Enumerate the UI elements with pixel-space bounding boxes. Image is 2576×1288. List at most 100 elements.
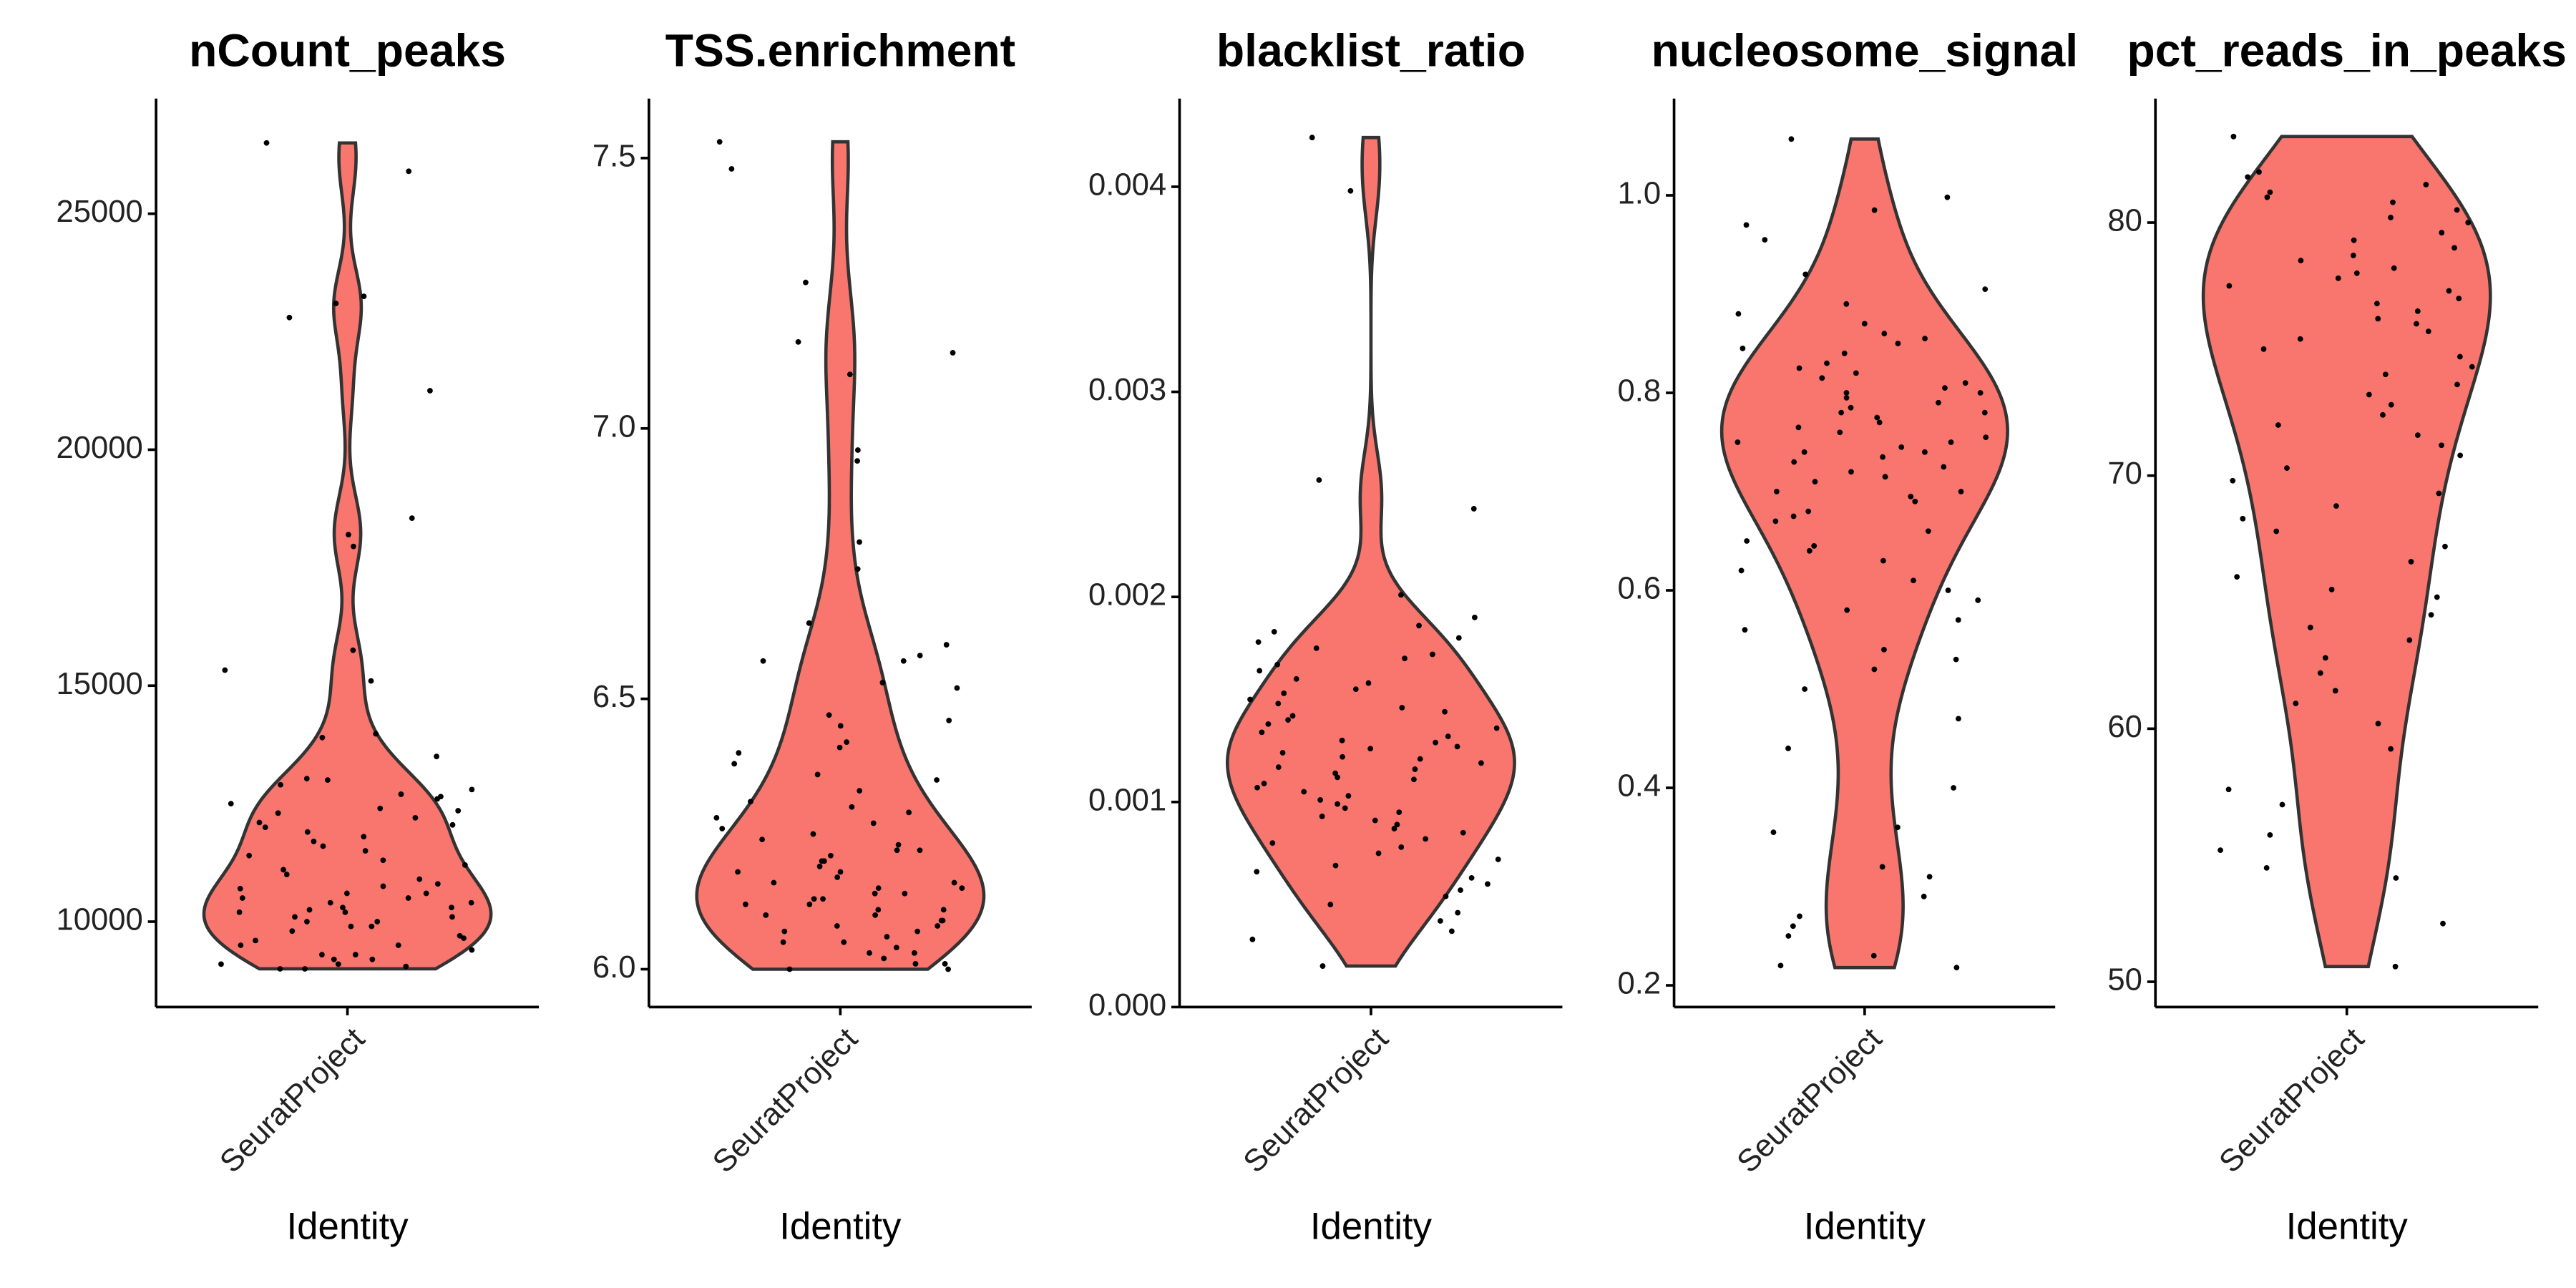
data-point [1316, 477, 1322, 483]
data-point [346, 532, 351, 538]
data-point [369, 956, 376, 962]
data-point [427, 388, 433, 394]
data-point [289, 928, 296, 935]
data-point [2332, 688, 2338, 694]
data-point [1880, 557, 1886, 564]
data-point [1958, 489, 1964, 494]
data-point [1327, 902, 1334, 907]
data-point [731, 761, 738, 767]
data-point [836, 744, 843, 751]
data-point [1795, 424, 1802, 431]
data-point [1438, 918, 1443, 924]
data-point [2260, 346, 2267, 352]
data-point [1279, 750, 1286, 756]
data-point [1788, 136, 1795, 142]
data-point [2428, 612, 2434, 618]
data-point [1876, 419, 1883, 426]
data-point [262, 824, 268, 831]
data-point [1853, 370, 1859, 376]
data-point [2226, 283, 2233, 289]
data-point [2240, 515, 2246, 522]
data-point [1762, 237, 1768, 243]
data-point [2388, 401, 2394, 408]
x-tick-label: SeuratProject [706, 1022, 864, 1180]
y-tick-label: 15000 [56, 667, 142, 701]
data-point [2328, 586, 2335, 592]
data-point [912, 950, 917, 956]
data-point [218, 961, 224, 967]
data-point [1785, 933, 1792, 939]
data-point [1981, 409, 1988, 416]
data-point [1921, 449, 1928, 455]
data-point [849, 804, 855, 810]
data-point [1848, 469, 1854, 475]
data-point [1493, 725, 1500, 731]
data-point [2275, 422, 2281, 428]
data-point [943, 642, 950, 648]
data-point [1848, 404, 1854, 411]
data-point [2457, 452, 2464, 459]
data-point [834, 874, 841, 880]
data-point [893, 945, 899, 951]
data-point [912, 961, 919, 967]
data-point [283, 872, 290, 877]
data-point [1772, 518, 1779, 525]
data-point [1880, 454, 1885, 460]
data-point [1802, 686, 1807, 692]
data-point [1274, 661, 1281, 668]
y-tick-label: 20000 [56, 431, 142, 465]
data-point [449, 904, 454, 911]
y-tick-label: 6.0 [592, 950, 636, 985]
data-point [1942, 385, 1948, 391]
data-point [1293, 675, 1299, 682]
data-point [1738, 567, 1745, 574]
data-point [1249, 936, 1256, 942]
data-point [1412, 766, 1418, 772]
data-point [2390, 199, 2396, 205]
data-point [854, 447, 861, 453]
data-point [1423, 836, 1429, 842]
violin [1719, 137, 2009, 970]
y-tick-label: 50 [2107, 963, 2142, 997]
data-point [362, 848, 369, 854]
data-point [879, 680, 886, 686]
data-point [1342, 805, 1348, 811]
data-point [2351, 237, 2357, 243]
y-tick-label: 0.004 [1088, 168, 1166, 203]
data-point [1345, 793, 1352, 799]
violin [2201, 135, 2492, 969]
data-point [461, 935, 467, 942]
y-tick-label: 60 [2107, 710, 2142, 744]
data-point [1257, 668, 1263, 674]
y-tick-label: 0.003 [1088, 373, 1166, 407]
data-point [236, 909, 243, 915]
data-point [2375, 721, 2381, 727]
data-point [1269, 840, 1276, 847]
data-point [286, 314, 293, 321]
data-point [781, 928, 788, 935]
data-point [2425, 328, 2431, 335]
data-point [2382, 371, 2389, 378]
data-point [736, 750, 742, 756]
data-point [2434, 594, 2440, 600]
data-point [2225, 786, 2232, 793]
data-point [1485, 881, 1491, 887]
data-point [2423, 182, 2429, 187]
y-tick-label: 7.0 [592, 409, 636, 444]
y-tick-label: 0.2 [1618, 967, 1662, 1001]
data-point [1921, 893, 1927, 899]
data-point [759, 836, 765, 843]
data-point [1843, 395, 1850, 401]
data-point [959, 885, 965, 892]
data-point [2414, 432, 2421, 439]
data-point [1375, 850, 1382, 857]
data-point [380, 883, 386, 889]
data-point [1791, 459, 1797, 465]
data-point [760, 658, 766, 664]
data-point [1977, 390, 1984, 396]
data-point [1983, 434, 1989, 441]
data-point [844, 739, 850, 745]
chart-title: nucleosome_signal [1652, 25, 2078, 77]
data-point [2442, 543, 2448, 550]
data-point [1955, 617, 1961, 623]
